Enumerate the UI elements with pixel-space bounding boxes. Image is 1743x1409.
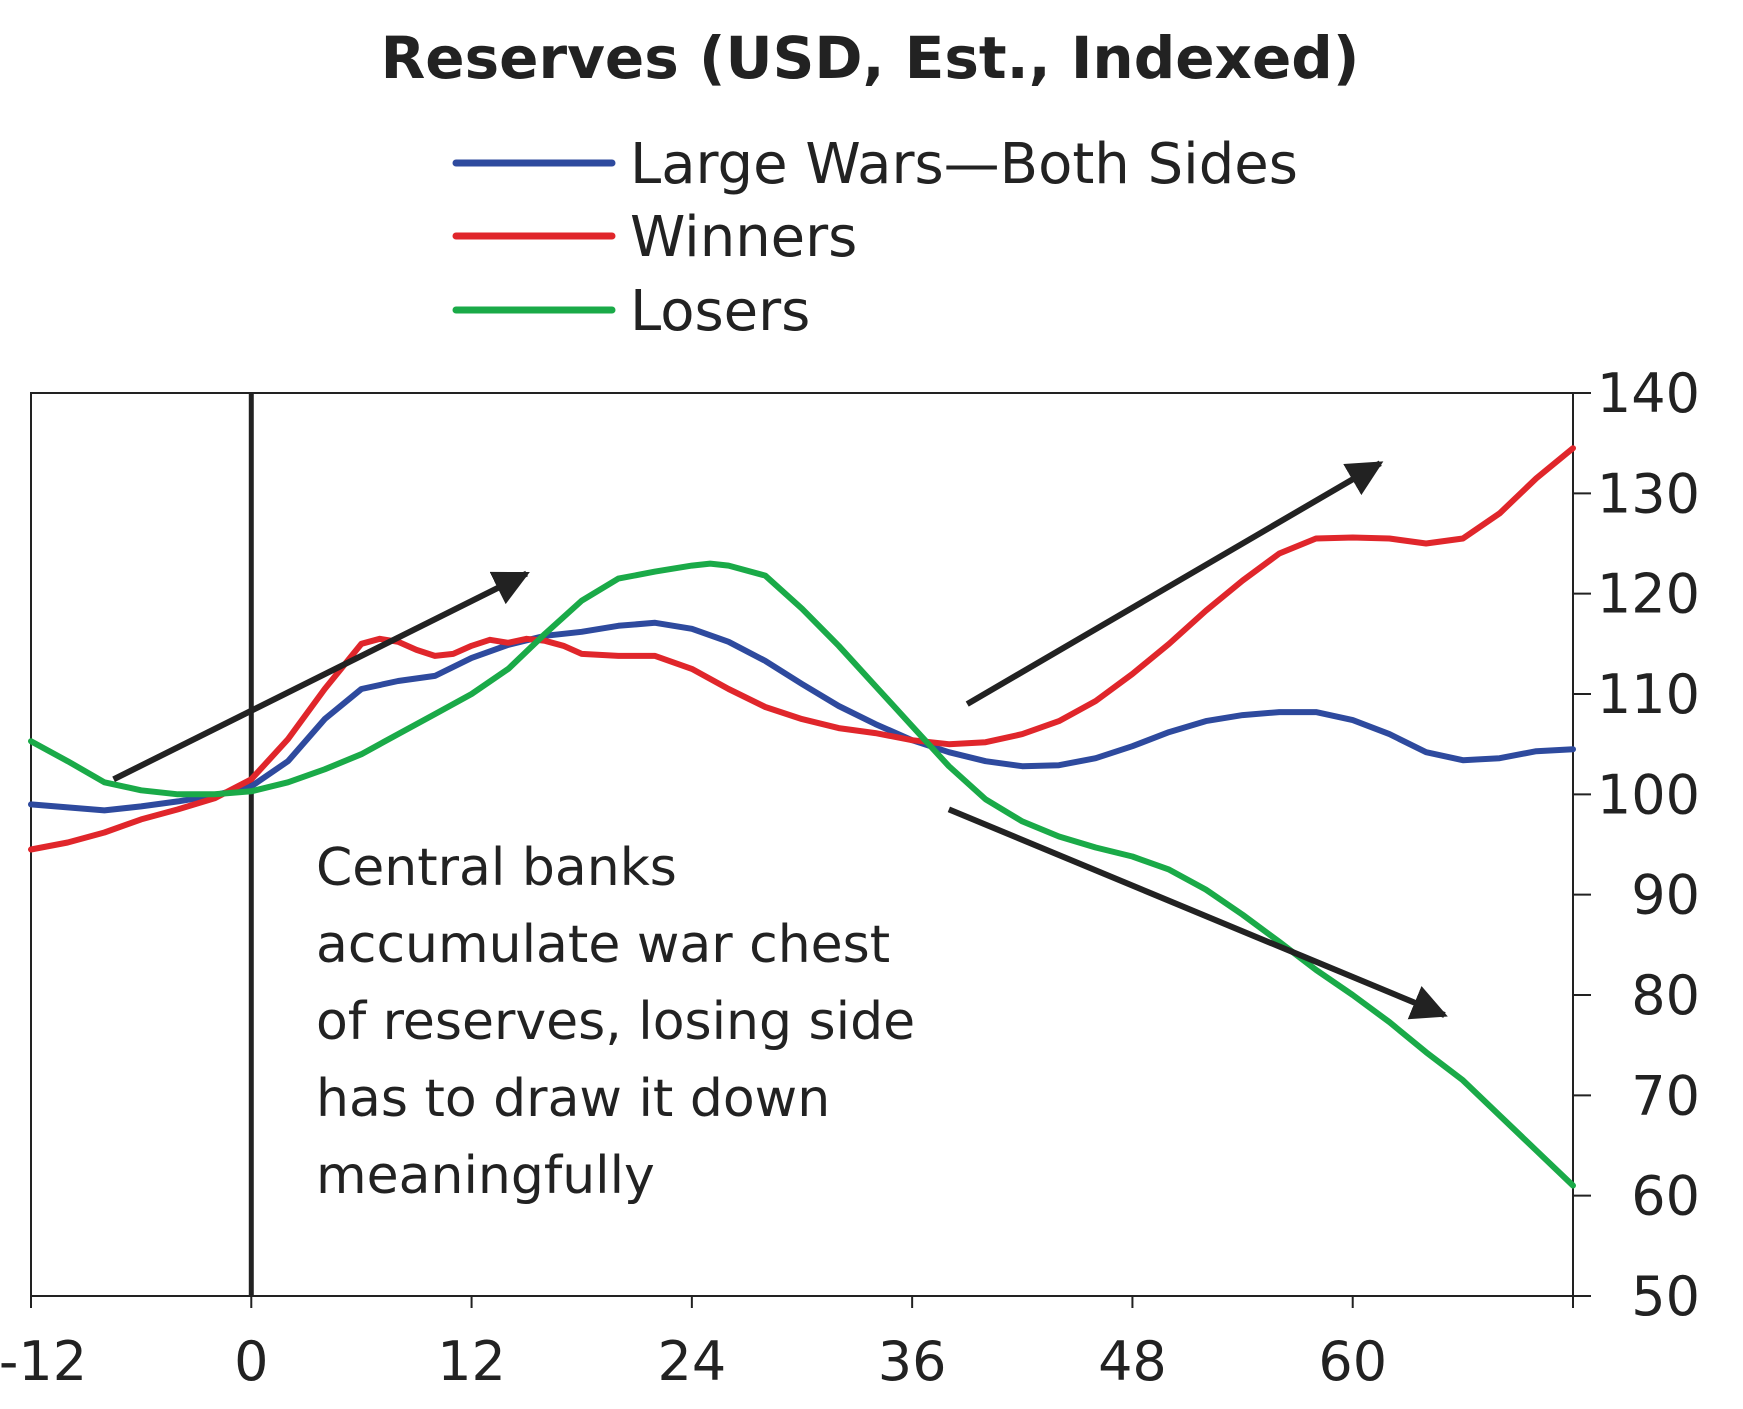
trend-arrow-2 [947,806,1448,1020]
legend-label-0: Large Wars—Both Sides [630,132,1298,197]
y-tick-label: 140 [1597,362,1700,425]
annotation-line: meaningfully [316,1146,655,1206]
chart-title: Reserves (USD, Est., Indexed) [381,24,1360,92]
legend-label-2: Losers [630,279,810,344]
y-axis: 50 60 70 80 90 100 110 120 130 140 [1573,362,1700,1328]
legend: Large Wars—Both Sides Winners Losers [452,132,1298,344]
x-tick-label: 60 [1318,1330,1387,1393]
y-tick-label: 90 [1631,864,1700,927]
x-tick-label: 36 [878,1330,947,1393]
y-tick-label: 120 [1597,563,1700,626]
y-tick-label: 60 [1631,1165,1700,1228]
y-tick-label: 110 [1597,663,1700,726]
plot-frame [30,392,1574,1297]
annotation-line: has to draw it down [316,1069,830,1129]
x-tick-label: 24 [657,1330,726,1393]
annotation-line: Central banks [316,838,677,898]
y-tick-label: 70 [1631,1064,1700,1127]
x-axis: -12 0 12 24 36 48 60 [0,1296,1574,1393]
trend-arrow-1 [965,460,1384,707]
x-tick-label: 12 [437,1330,506,1393]
trend-arrows [112,460,1448,1020]
y-tick-label: 130 [1597,462,1700,525]
annotation-line: of reserves, losing side [316,992,915,1052]
y-tick-label: 100 [1597,763,1700,826]
y-tick-label: 50 [1631,1265,1700,1328]
series-line-0 [28,619,1576,814]
annotation-text: Central banks accumulate war chest of rese… [316,838,915,1206]
x-tick-label: 48 [1098,1330,1167,1393]
x-tick-label: -12 [0,1330,87,1393]
legend-label-1: Winners [630,205,857,270]
trend-arrow-0 [112,570,530,782]
series-line-1 [28,445,1576,853]
series-lines [28,445,1576,1189]
annotation-line: accumulate war chest [316,915,890,975]
x-tick-label: 0 [234,1330,268,1393]
y-tick-label: 80 [1631,964,1700,1027]
series-line-2 [28,560,1576,1189]
